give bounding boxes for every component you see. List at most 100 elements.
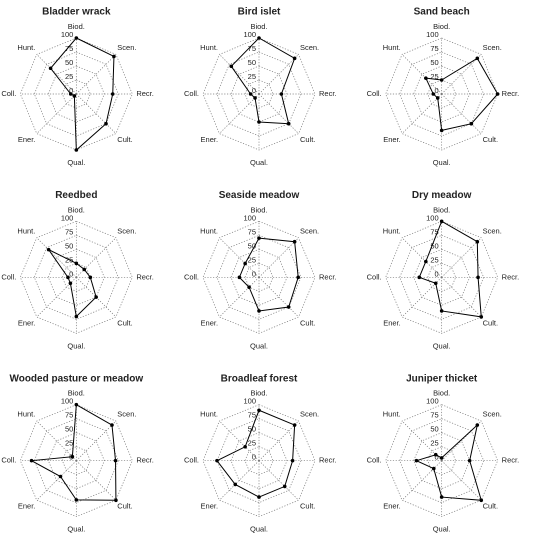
grid-ring [33,234,119,320]
axis-label: Recr. [319,89,337,98]
data-point [243,445,247,449]
axis-spoke [441,237,482,278]
axis-label: Scen. [300,43,319,52]
grid-ring [19,220,133,334]
data-point [248,92,253,96]
grid-ring [47,432,105,490]
axis-label: Ener. [201,318,219,327]
chart-title: Juniper thicket [406,373,478,384]
data-point [292,56,297,61]
data-point [469,121,474,126]
r-tick-label: 0 [434,453,438,462]
r-tick-label: 100 [426,30,439,39]
r-tick-label: 75 [248,411,256,420]
grid-ring [385,37,499,151]
grid-ring [33,51,119,137]
chart-title: Dry meadow [412,190,472,201]
r-tick-label: 75 [430,227,438,236]
axis-label: Ener. [18,502,36,511]
axis-label: Cult. [117,135,132,144]
data-point [46,247,51,252]
data-outline [230,37,296,125]
chart-title: Reedbed [55,190,97,201]
r-tick-label: 25 [430,72,438,81]
axis-spoke [36,460,77,501]
r-tick-label: 0 [434,86,438,95]
data-point [72,94,77,98]
grid-ring [33,418,119,504]
grid-ring [413,248,471,306]
data-point [110,423,114,427]
data-point [414,458,419,463]
axis-spoke [76,460,117,501]
r-tick-label: 100 [61,397,74,406]
r-tick-label: 0 [252,86,256,95]
axis-label: Ener. [201,502,219,511]
chart-title: Sand beach [414,7,470,18]
axis-label: Biod. [433,22,450,31]
grid-ring [399,51,485,137]
r-tick-label: 75 [65,227,73,236]
axis-label: Recr. [136,456,154,465]
axis-label: Recr. [136,272,154,281]
data-point [431,92,436,96]
data-point [439,495,444,499]
data-point [439,128,444,133]
axis-label: Qual. [67,525,85,534]
data-point [229,64,234,69]
grid-ring [47,65,105,123]
data-outline [29,403,117,501]
data-point [110,92,115,96]
r-tick-label: 25 [65,439,73,448]
axis-spoke [258,93,299,134]
axis-label: Cult. [483,318,498,327]
data-point [233,482,238,487]
axis-label: Biod. [68,22,85,31]
axis-label: Hunt. [200,226,218,235]
r-tick-label: 0 [252,453,256,462]
axis-label: Scen. [117,43,136,52]
axis-label: Qual. [250,158,268,167]
data-point [257,495,261,499]
axis-spoke [258,420,299,461]
grid-ring [399,418,485,504]
axis-spoke [76,54,117,95]
data-point [296,275,301,280]
data-point [257,408,261,413]
grid-ring [202,37,316,151]
axis-spoke [401,460,442,501]
data-point [439,456,444,460]
data-point [247,285,251,290]
axis-spoke [401,93,442,134]
grid-ring [399,234,485,320]
axis-label: Cult. [300,135,315,144]
data-point [433,452,438,457]
axis-spoke [76,420,117,461]
data-point [215,458,219,463]
axis-label: Hunt. [383,43,401,52]
axis-label: Biod. [250,22,267,31]
axis-label: Hunt. [383,226,401,235]
r-tick-label: 100 [243,30,256,39]
data-point [68,92,73,96]
data-point [74,314,79,319]
grid-ring [230,65,288,123]
axis-label: Biod. [250,205,267,214]
data-point [435,96,440,100]
axis-spoke [219,54,260,95]
data-point [433,281,438,286]
data-point [279,92,284,96]
axis-label: Ener. [18,135,36,144]
grid-ring [413,65,471,123]
r-tick-label: 0 [69,269,73,278]
axis-label: Recr. [136,89,154,98]
axis-label: Coll. [367,272,382,281]
axis-label: Ener. [383,318,401,327]
axis-label: Qual. [250,341,268,350]
grid-ring [47,248,105,306]
axis-label: Cult. [483,502,498,511]
axis-label: Qual. [250,525,268,534]
axis-label: Hunt. [200,43,218,52]
axis-label: Scen. [300,410,319,419]
data-point [286,121,291,126]
